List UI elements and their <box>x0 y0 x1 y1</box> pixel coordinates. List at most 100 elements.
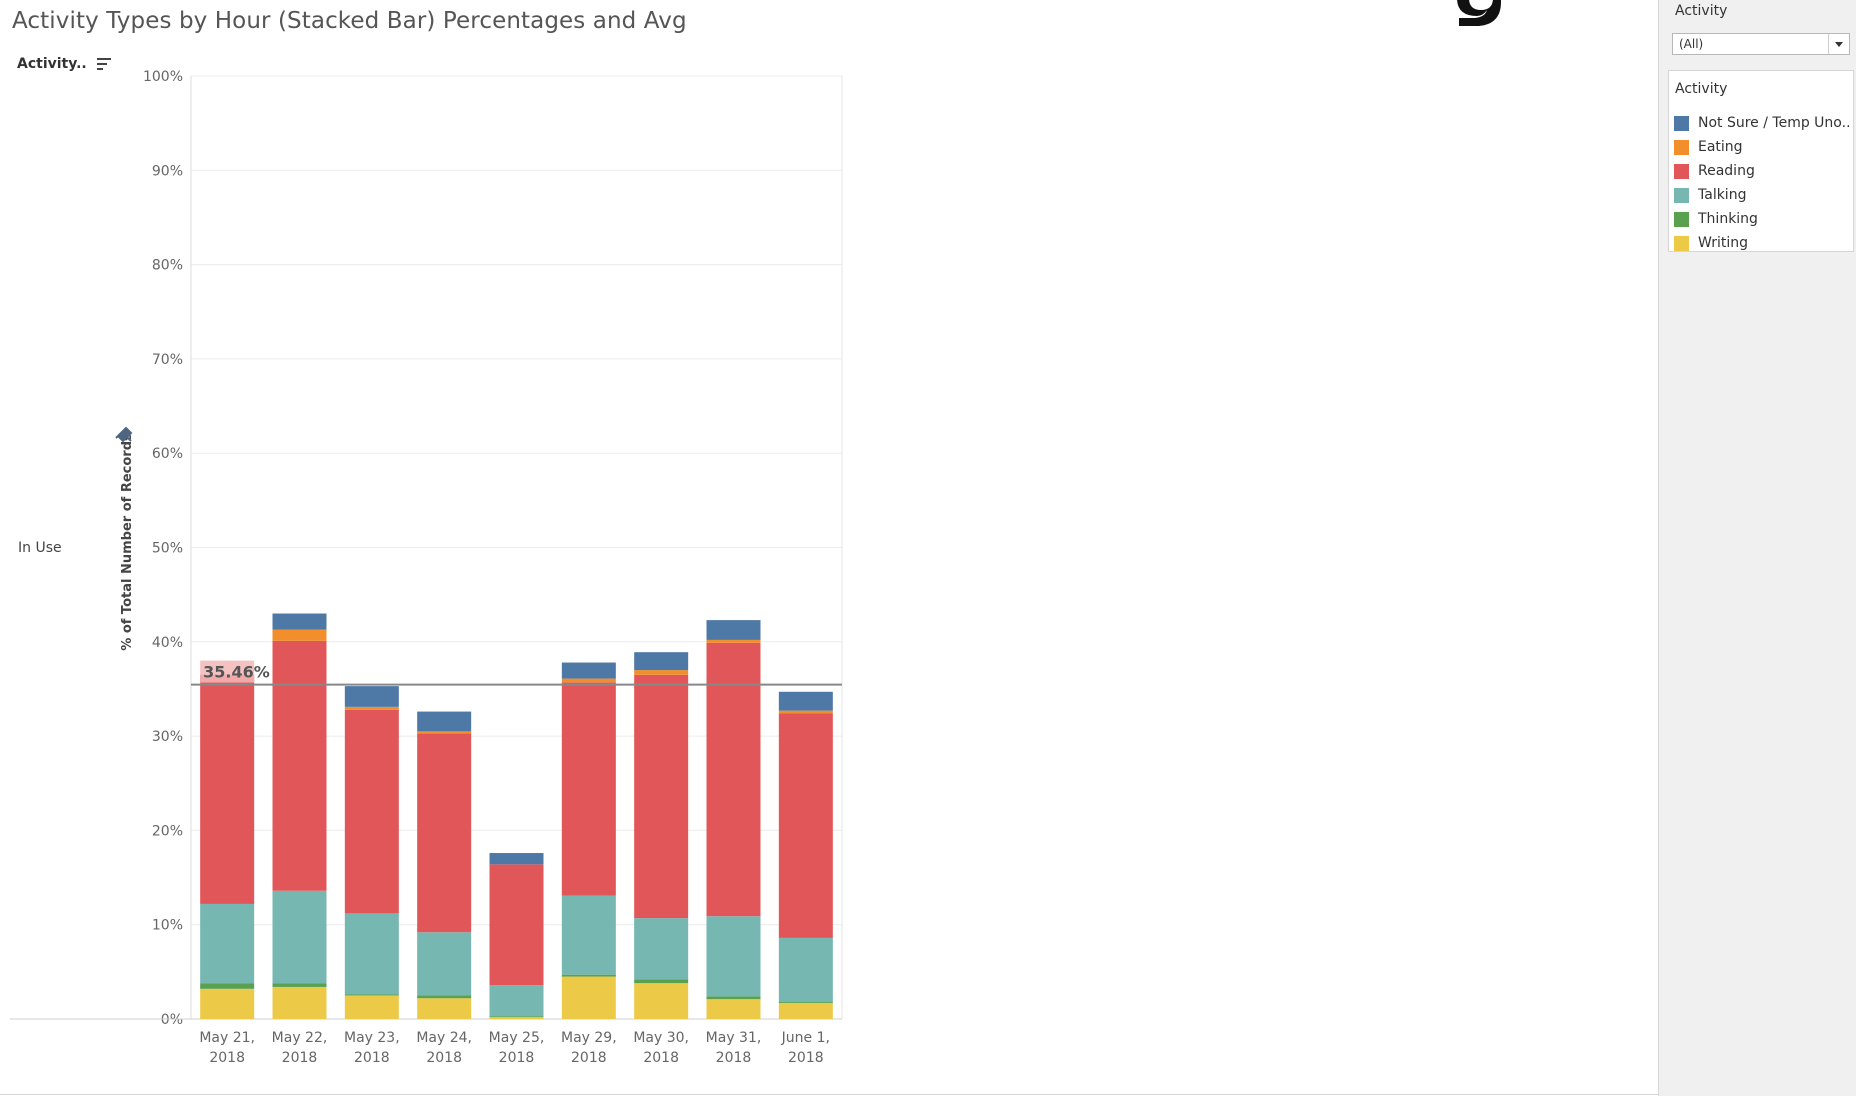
legend-swatch <box>1674 139 1689 155</box>
y-tick-label: 40% <box>152 635 183 651</box>
x-tick-label: 2018 <box>788 1050 824 1066</box>
y-tick-label: 30% <box>152 729 183 745</box>
legend-label: Reading <box>1698 163 1755 179</box>
pin-icon <box>115 426 133 443</box>
bar-segment <box>561 895 616 975</box>
bar-segment <box>778 713 833 938</box>
bar-segment <box>489 853 544 865</box>
bar-segment <box>417 733 472 933</box>
x-tick-label: 2018 <box>282 1050 318 1066</box>
x-tick-label: May 31, <box>706 1030 762 1046</box>
bar-segment <box>706 620 761 640</box>
legend-label: Writing <box>1698 235 1748 251</box>
y-tick-label: 10% <box>152 918 183 934</box>
x-tick-label: May 24, <box>416 1030 472 1046</box>
row-header-in-use: In Use <box>18 540 62 556</box>
bar-segment <box>489 985 544 1017</box>
bar-segment <box>561 974 616 977</box>
x-tick-label: May 29, <box>561 1030 617 1046</box>
bar-segment <box>561 678 616 683</box>
activity-sort-header[interactable]: Activity.. <box>17 56 111 72</box>
y-tick-label: 100% <box>143 69 183 85</box>
legend-swatch <box>1674 163 1689 179</box>
bar-segment <box>417 995 472 999</box>
bar-segment <box>634 918 689 980</box>
y-tick-label: 90% <box>152 163 183 179</box>
y-tick-label: 20% <box>152 823 183 839</box>
filter-legend-panel: Activity (All) Activity Not Sure / Temp … <box>1658 0 1856 1096</box>
bar-segment <box>200 903 255 984</box>
x-tick-label: 2018 <box>716 1050 752 1066</box>
bar-segment <box>200 983 255 989</box>
legend-item[interactable]: Thinking <box>1674 207 1851 231</box>
sort-icon[interactable] <box>96 58 111 70</box>
bar-segment <box>634 983 689 1019</box>
bar-segment <box>489 864 544 986</box>
y-tick-label: 80% <box>152 258 183 274</box>
bar-segment <box>634 979 689 984</box>
bar-segment <box>344 913 399 995</box>
legend-item[interactable]: Not Sure / Temp Uno.. <box>1674 111 1851 135</box>
legend-title: Activity <box>1675 81 1728 97</box>
stacked-bar-chart: 0% 10% 20% 30% 40% 50% 60% 70% 80% 90% 100% % of To… <box>10 69 843 1066</box>
color-legend: Activity Not Sure / Temp Uno.. Eating Re… <box>1668 70 1854 252</box>
bar-segment <box>706 996 761 1000</box>
legend-item[interactable]: Eating <box>1674 135 1851 159</box>
bar-segment <box>634 670 689 675</box>
legend-label: Eating <box>1698 139 1743 155</box>
legend-label: Thinking <box>1698 211 1758 227</box>
legend-swatch <box>1674 235 1689 251</box>
y-tick-label: 60% <box>152 446 183 462</box>
x-tick-label: May 25, <box>489 1030 545 1046</box>
bar-segment <box>272 613 327 630</box>
x-tick-label: 2018 <box>571 1050 607 1066</box>
legend-swatch <box>1674 115 1689 131</box>
x-tick-label: May 22, <box>272 1030 328 1046</box>
bar-segment <box>344 709 399 914</box>
bar-segment <box>634 674 689 919</box>
chevron-down-icon[interactable] <box>1828 34 1849 54</box>
bottom-divider <box>0 1094 1658 1095</box>
bar-segment <box>489 1016 544 1018</box>
bar-segment <box>344 686 399 707</box>
bar-segment <box>344 994 399 996</box>
bar-segment <box>489 1017 544 1019</box>
bar-segment <box>344 995 399 1019</box>
x-tick-label: 2018 <box>209 1050 245 1066</box>
bar-segment <box>778 691 833 711</box>
bar-segment <box>706 916 761 997</box>
x-tick-label: 2018 <box>426 1050 462 1066</box>
legend-item[interactable]: Talking <box>1674 183 1851 207</box>
bar-segment <box>706 642 761 917</box>
legend-label: Talking <box>1698 187 1747 203</box>
bar-segment <box>200 675 255 904</box>
legend-item[interactable]: Writing <box>1674 231 1851 255</box>
y-axis-title: % of Total Number of Records <box>120 433 135 651</box>
legend-item[interactable]: Reading <box>1674 159 1851 183</box>
bar-segment <box>200 988 255 1019</box>
bar-segment <box>272 640 327 891</box>
bar-segment <box>778 1002 833 1019</box>
activity-filter-dropdown[interactable]: (All) <box>1672 33 1850 55</box>
bar-segment <box>706 999 761 1019</box>
y-tick-label: 70% <box>152 352 183 368</box>
x-tick-label: May 30, <box>633 1030 689 1046</box>
x-tick-label: May 21, <box>199 1030 255 1046</box>
bar-segment <box>272 983 327 987</box>
sort-header-label: Activity.. <box>17 56 87 72</box>
filter-selected-value: (All) <box>1679 37 1704 51</box>
bar-segment <box>417 932 472 996</box>
bar-segment <box>778 710 833 714</box>
legend-label: Not Sure / Temp Uno.. <box>1698 115 1851 131</box>
y-tick-label: 0% <box>161 1012 183 1028</box>
legend-swatch <box>1674 211 1689 227</box>
bar-segment <box>561 682 616 896</box>
x-tick-label: 2018 <box>499 1050 535 1066</box>
bar-segment <box>272 629 327 641</box>
x-tick-label: 2018 <box>643 1050 679 1066</box>
bar-segment <box>561 662 616 679</box>
legend-swatch <box>1674 187 1689 203</box>
bar-segment <box>272 890 327 984</box>
bar-segment <box>561 976 616 1019</box>
bar-segment <box>344 706 399 710</box>
